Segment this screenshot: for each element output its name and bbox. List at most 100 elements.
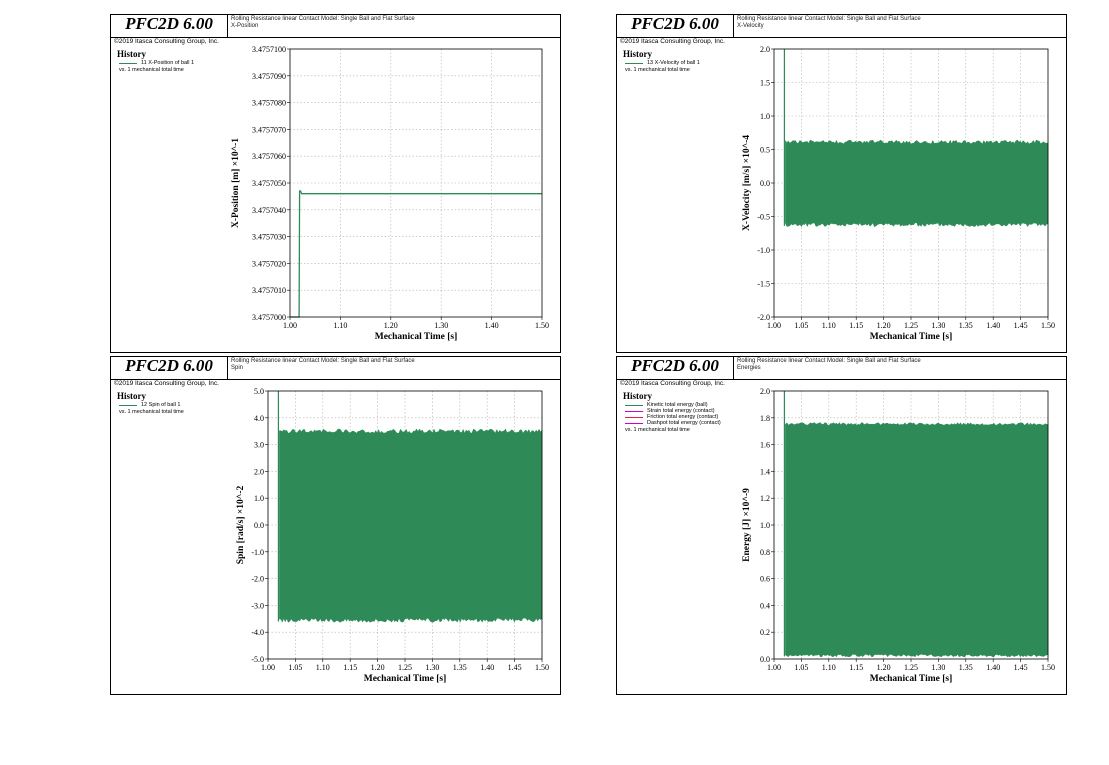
legend-vs-time: vs. 1 mechanical total time (625, 67, 690, 73)
y-tick-label: 3.4757050 (252, 179, 286, 188)
legend-item: Dashpot total energy (contact) (623, 420, 721, 426)
y-tick-label: 1.4 (760, 467, 770, 476)
legend-swatch (625, 411, 643, 412)
legend-swatch (625, 423, 643, 424)
legend-swatch (625, 63, 643, 64)
y-tick-label: -5.0 (251, 655, 264, 664)
x-tick-label: 1.35 (959, 663, 973, 672)
x-axis-label: Mechanical Time [s] (870, 674, 953, 684)
x-tick-label: 1.50 (1041, 663, 1055, 672)
x-tick-label: 1.35 (453, 663, 467, 672)
chart-spin: 1.00 1.05 1.10 1.15 1.20 1.25 1.30 1.35 1.40 1.45… (236, 387, 549, 684)
y-tick-label: 4.0 (254, 414, 264, 423)
header-divider (227, 15, 228, 37)
y-tick-label: -1.0 (757, 246, 770, 255)
y-tick-label: 0.5 (760, 146, 770, 155)
y-tick-label: 1.8 (760, 414, 770, 423)
subtitle-line-1: Rolling Resistance linear Contact Model:… (231, 358, 415, 364)
y-tick-label: 1.2 (760, 494, 770, 503)
x-tick-label: 1.10 (822, 663, 836, 672)
y-axis-label: X-Position [m] ×10^-1 (231, 138, 241, 228)
subtitle-line-1: Rolling Resistance linear Contact Model:… (737, 358, 921, 364)
y-tick-label: 1.6 (760, 441, 770, 450)
legend-vs-time: vs. 1 mechanical total time (119, 67, 184, 73)
x-tick-label: 1.15 (849, 663, 863, 672)
x-tick-label: 1.40 (986, 321, 1000, 330)
header-divider (733, 15, 734, 37)
legend-label: 11 X-Position of ball 1 (141, 60, 195, 66)
panel-header: PFC2D 6.00 Rolling Resistance linear Con… (617, 356, 1066, 380)
series-oscillation-band (785, 422, 1049, 658)
panel-header: PFC2D 6.00 Rolling Resistance linear Con… (617, 14, 1066, 38)
x-tick-label: 1.20 (371, 663, 385, 672)
header-divider (733, 357, 734, 379)
legend-label: 13 X-Velocity of ball 1 (647, 60, 700, 66)
legend-swatch (625, 405, 643, 406)
grid-lines (290, 49, 542, 317)
x-tick-label: 1.10 (822, 321, 836, 330)
legend-vs-time: vs. 1 mechanical total time (119, 409, 184, 415)
legend: History 12 Spin of ball 1 vs. 1 mechanic… (117, 391, 184, 416)
y-tick-label: 3.4757020 (252, 259, 286, 268)
legend-title: History (623, 391, 652, 401)
chart-x-position: 1.00 1.10 1.20 1.30 1.40 1.50 3.4757000 3.47570… (231, 45, 549, 342)
y-tick-label: 3.4757000 (252, 313, 286, 322)
y-tick-label: 0.0 (760, 179, 770, 188)
legend-title: History (117, 391, 146, 401)
legend-item: Kinetic total energy (ball) (623, 402, 708, 408)
y-tick-label: -1.0 (251, 548, 264, 557)
panel-x-position: PFC2D 6.00 Rolling Resistance linear Con… (110, 14, 561, 353)
brand-title: PFC2D 6.00 (125, 356, 213, 375)
x-tick-label: 1.50 (535, 321, 549, 330)
y-tick-label: 2.0 (760, 387, 770, 396)
y-tick-label: 3.4757070 (252, 125, 286, 134)
subtitle-line-2: Energies (737, 365, 761, 371)
y-axis-label: X-Velocity [m/s] ×10^-4 (742, 135, 752, 231)
brand-copyright: ©2019 Itasca Consulting Group, Inc. (114, 38, 219, 45)
y-tick-label: 3.4757010 (252, 286, 286, 295)
legend-item: 12 Spin of ball 1 (117, 402, 184, 408)
y-tick-label: 2.0 (254, 467, 264, 476)
legend-swatch (625, 417, 643, 418)
panel-subtitle: Rolling Resistance linear Contact Model:… (231, 16, 415, 30)
brand-copyright: ©2019 Itasca Consulting Group, Inc. (620, 38, 725, 45)
chart-energies: 1.00 1.05 1.10 1.15 1.20 1.25 1.30 1.35 1.40 1.45… (742, 387, 1055, 684)
y-tick-label: 1.0 (760, 521, 770, 530)
x-tick-label: 1.30 (931, 321, 945, 330)
legend-swatch (119, 63, 137, 64)
y-tick-label: 0.2 (760, 628, 770, 637)
legend-label: Strain total energy (contact) (647, 408, 715, 414)
y-tick-label: 3.4757030 (252, 233, 286, 242)
brand-title: PFC2D 6.00 (631, 14, 719, 33)
y-tick-label: -2.0 (251, 575, 264, 584)
y-tick-label: 0.8 (760, 548, 770, 557)
x-tick-label: 1.20 (384, 321, 398, 330)
x-tick-label: 1.40 (485, 321, 499, 330)
x-tick-label: 1.50 (535, 663, 549, 672)
y-tick-label: 3.0 (254, 441, 264, 450)
panel-x-velocity: PFC2D 6.00 Rolling Resistance linear Con… (616, 14, 1067, 353)
x-tick-label: 1.50 (1041, 321, 1055, 330)
x-tick-label: 1.25 (398, 663, 412, 672)
x-tick-label: 1.25 (904, 663, 918, 672)
x-tick-label: 1.40 (480, 663, 494, 672)
y-tick-label: -4.0 (251, 628, 264, 637)
legend: History Kinetic total energy (ball) Stra… (623, 391, 721, 434)
panel-header: PFC2D 6.00 Rolling Resistance linear Con… (111, 14, 560, 38)
panel-energies: PFC2D 6.00 Rolling Resistance linear Con… (616, 356, 1067, 695)
legend: History 11 X-Position of ball 1 vs. 1 me… (117, 49, 194, 74)
series-oscillation-band (279, 428, 543, 623)
panel-header: PFC2D 6.00 Rolling Resistance linear Con… (111, 356, 560, 380)
subtitle-line-1: Rolling Resistance linear Contact Model:… (231, 16, 415, 22)
panel-subtitle: Rolling Resistance linear Contact Model:… (737, 16, 921, 30)
y-tick-label: -1.5 (757, 280, 770, 289)
x-tick-label: 1.05 (794, 663, 808, 672)
y-tick-label: 3.4757100 (252, 45, 286, 54)
y-tick-label: -3.0 (251, 601, 264, 610)
y-axis-label: Energy [J] ×10^-9 (742, 488, 752, 562)
legend-label: Dashpot total energy (contact) (647, 420, 721, 426)
y-tick-label: 1.0 (760, 112, 770, 121)
y-tick-label: 3.4757060 (252, 152, 286, 161)
x-tick-label: 1.30 (425, 663, 439, 672)
chart-x-velocity: 1.00 1.05 1.10 1.15 1.20 1.25 1.30 1.35 1.40 1.45… (742, 45, 1055, 342)
